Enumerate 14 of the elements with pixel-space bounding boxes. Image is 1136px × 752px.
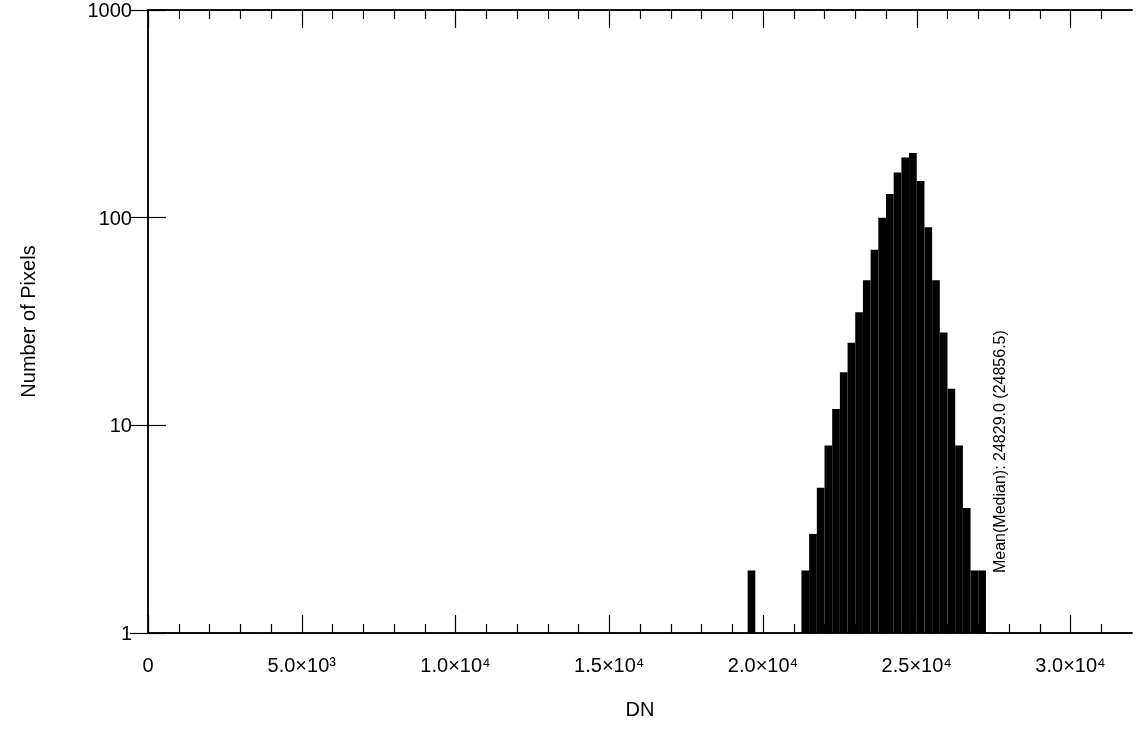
annotation: Mean(Median): 24829.0 (24856.5) (991, 330, 1009, 573)
y-tick-label: 10 (109, 414, 132, 437)
y-axis-title: Number of Pixels (17, 245, 39, 398)
x-tick-label: 3.0×10⁴ (1035, 654, 1106, 676)
x-tick-label: 5.0×10³ (267, 654, 337, 676)
x-axis-title: DN (625, 698, 655, 720)
x-tick-label: 2.5×10⁴ (881, 654, 952, 676)
x-tick-label: 1.5×10⁴ (574, 654, 645, 676)
x-tick-label: 0 (142, 654, 154, 676)
x-tick-label: 1.0×10⁴ (420, 654, 491, 676)
y-tick-label: 1 (120, 622, 132, 644)
y-tick-label: 100 (98, 206, 132, 229)
y-tick-label: 1000 (87, 0, 132, 21)
x-tick-label: 2.0×10⁴ (727, 654, 799, 676)
